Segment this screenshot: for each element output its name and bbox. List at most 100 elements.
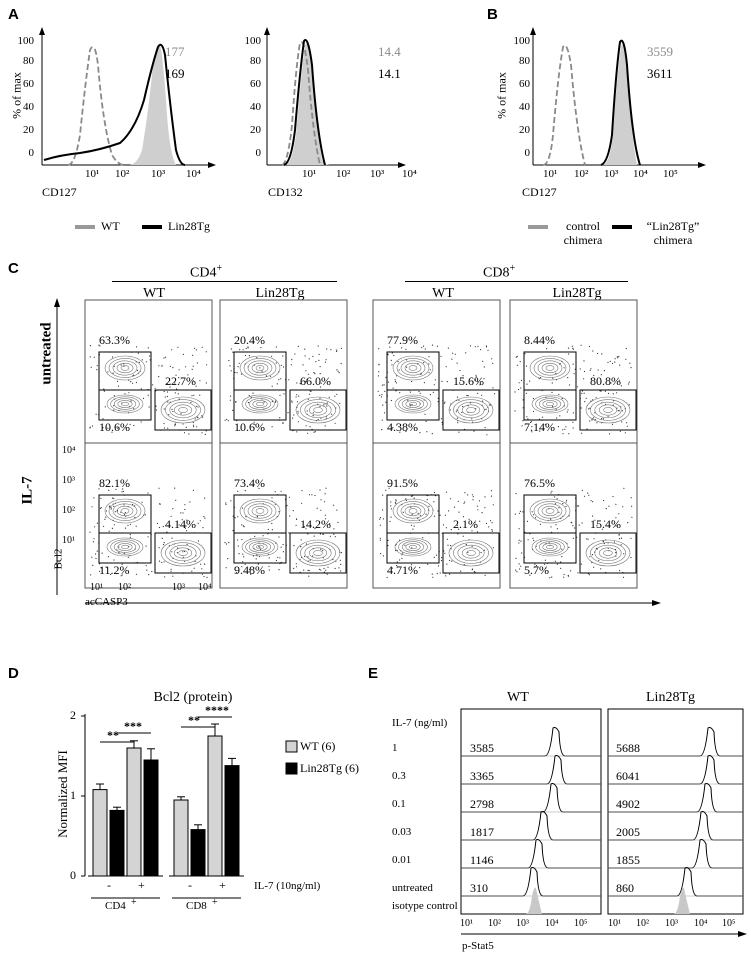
col-label: Lin28Tg xyxy=(255,286,305,301)
facs-xtick: 10² xyxy=(118,582,131,593)
flow-xlabel: p-Stat5 xyxy=(462,940,494,952)
hist1-x-arrow xyxy=(208,162,216,168)
hist2-xtick: 10³ xyxy=(370,168,385,180)
hist2-ytick: 40 xyxy=(250,101,261,113)
histb-y-ticks: 100 80 60 40 20 0 xyxy=(506,35,531,159)
hist2-wt-line xyxy=(281,41,321,166)
legend-b-ctrl-line2: chimera xyxy=(563,233,603,247)
flow-xtick-wt: 10¹ xyxy=(460,918,473,929)
histb-ylabel: % of max xyxy=(494,72,509,119)
gate-right xyxy=(442,389,500,431)
group-cd8-sup: + xyxy=(509,263,516,274)
bar xyxy=(207,735,223,877)
chart-xlabel: IL-7 (10ng/ml) xyxy=(254,880,321,892)
flow-lin-hist xyxy=(608,839,743,869)
significance-label: *** xyxy=(124,719,142,733)
flow-lin-value: 4902 xyxy=(616,797,640,811)
flow-xtick-lin: 10⁴ xyxy=(694,918,708,929)
panel-c-facs xyxy=(54,298,661,606)
legend-a-wt: WT xyxy=(101,219,120,233)
gate-top-percent: 20.4% xyxy=(234,333,265,347)
hist2-ytick: 60 xyxy=(250,78,261,90)
histb-ctrl-fill xyxy=(603,44,637,165)
bar xyxy=(173,799,189,877)
histb-y-arrow xyxy=(530,27,536,35)
gate-right-percent: 4.14% xyxy=(165,517,196,531)
flow-wt-value: 3365 xyxy=(470,769,494,783)
flow-x-arrow-head xyxy=(738,931,747,937)
flow-lin-hist xyxy=(608,727,743,757)
hist1-ytick: 0 xyxy=(28,147,35,159)
facs-plots xyxy=(84,299,638,589)
gate-right xyxy=(579,532,637,574)
flow-histograms xyxy=(461,727,743,914)
significance-label: ** xyxy=(107,728,119,742)
hist1-xlabel: CD127 xyxy=(42,185,77,199)
hist2-lin-line xyxy=(283,39,326,166)
group-cd4-label: CD4+ xyxy=(190,263,222,282)
hist2-wt-mfi: 14.4 xyxy=(378,44,401,59)
gate-bottom xyxy=(386,532,440,564)
hist1-ytick: 40 xyxy=(23,101,34,113)
flow-wt-value: 1146 xyxy=(470,853,494,867)
gate-bottom-percent: 7.14% xyxy=(524,420,555,434)
flow-row-label: 0.3 xyxy=(392,770,406,782)
panel-e-flow xyxy=(460,708,747,937)
histb-lin-mfi: 3611 xyxy=(647,66,673,81)
hist1-lin-line xyxy=(43,43,186,166)
group-cd8-label: CD8+ xyxy=(483,263,515,282)
gate-top-percent: 73.4% xyxy=(234,476,265,490)
treatment-label: - xyxy=(188,878,192,892)
hist1-ylabel: % of max xyxy=(9,72,24,119)
flow-lin-value: 2005 xyxy=(616,825,640,839)
hist2-xtick: 10¹ xyxy=(302,168,317,180)
facs-ytick: 10¹ xyxy=(62,535,75,546)
treatment-label: - xyxy=(107,878,111,892)
hist1-wt-fill xyxy=(44,44,176,165)
hist1-wt-line xyxy=(67,46,125,166)
flow-xtick-lin: 10¹ xyxy=(608,918,621,929)
facs-ytick: 10² xyxy=(62,505,75,516)
histb-ytick: 0 xyxy=(524,147,531,159)
gate-top-percent: 82.1% xyxy=(99,476,130,490)
gate-right xyxy=(579,389,637,431)
hist2-ytick: 20 xyxy=(250,124,261,136)
bar xyxy=(143,759,159,877)
flow-wt-isotype xyxy=(526,887,542,914)
gate-bottom-percent: 10.6% xyxy=(99,420,130,434)
gate-bottom xyxy=(523,532,577,564)
gate-right-percent: 80.8% xyxy=(590,374,621,388)
legend-b-ctrl-line1: control xyxy=(566,219,600,233)
flow-row-label: 1 xyxy=(392,742,398,754)
group-label: CD8 xyxy=(186,900,207,912)
hist2-wt-fill xyxy=(286,43,330,165)
histb-xlabel: CD127 xyxy=(522,185,557,199)
flow-wt-hist xyxy=(461,867,601,897)
treatment-label: + xyxy=(219,878,226,892)
chart-title: Bcl2 (protein) xyxy=(153,690,233,705)
facs-contours xyxy=(104,355,206,424)
facs-contours xyxy=(104,498,206,567)
facs-contours xyxy=(239,498,341,567)
flow-xtick-wt: 10⁴ xyxy=(545,918,559,929)
gate-right xyxy=(289,389,347,431)
hist2-y-ticks: 100 80 60 40 20 0 xyxy=(237,35,262,159)
group-cd8-text: CD8 xyxy=(483,265,510,281)
flow-lin-hist xyxy=(608,867,743,897)
col-label: Lin28Tg xyxy=(552,286,602,301)
gate-bottom-percent: 10.6% xyxy=(234,420,265,434)
gate-right-percent: 66.0% xyxy=(300,374,331,388)
group-label-sup: + xyxy=(131,897,137,908)
facs-ytick: 10⁴ xyxy=(62,445,76,456)
gate-right-percent: 15.6% xyxy=(453,374,484,388)
flow-wt-value: 1817 xyxy=(470,825,494,839)
gate-bottom xyxy=(233,532,287,564)
legend-d-wt: WT (6) xyxy=(300,739,336,753)
facs-ylabel: Bcl2 xyxy=(52,548,65,570)
hist1-ytick: 60 xyxy=(23,78,34,90)
hist1-ytick: 20 xyxy=(23,124,34,136)
histb-ytick: 100 xyxy=(513,35,531,47)
flow-wt-hist xyxy=(461,783,601,813)
histb-xtick: 10¹ xyxy=(543,168,558,180)
flow-title-wt: WT xyxy=(507,690,529,705)
